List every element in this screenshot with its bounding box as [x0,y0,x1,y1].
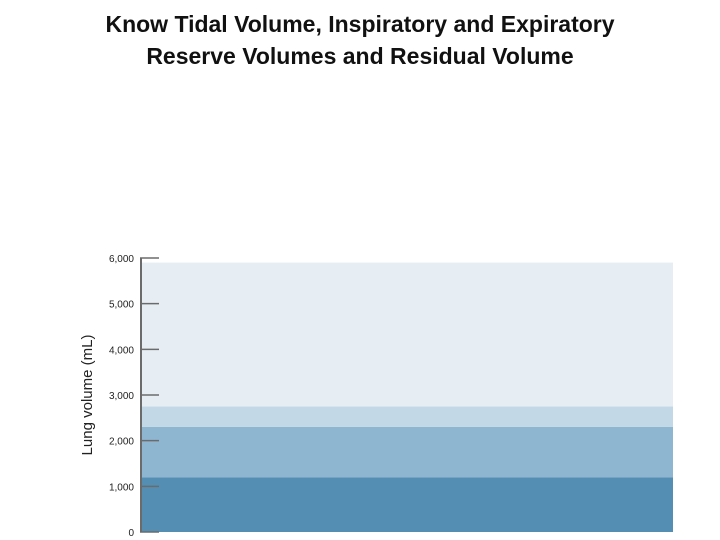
volume-band-1 [141,477,673,532]
volume-bands [141,262,673,532]
y-axis-title: Lung volume (mL) [79,335,96,456]
y-tick-label: 2,000 [109,437,134,448]
volume-band-2 [141,426,673,478]
slide-title-line-1: Know Tidal Volume, Inspiratory and Expir… [105,11,615,37]
slide-title: Know Tidal Volume, Inspiratory and Expir… [0,8,720,72]
y-tick-label: 6,000 [109,254,134,265]
y-tick-label: 0 [128,528,134,539]
y-axis: 0 1,000 2,000 3,000 4,000 5,000 6,000 [109,254,159,539]
y-tick-label: 4,000 [109,345,134,356]
y-tick-label: 3,000 [109,391,134,402]
slide-title-line-2: Reserve Volumes and Residual Volume [146,43,574,69]
volume-band-4 [141,262,673,407]
volume-band-3 [141,406,673,427]
y-tick-label: 1,000 [109,482,134,493]
y-tick-label: 5,000 [109,300,134,311]
